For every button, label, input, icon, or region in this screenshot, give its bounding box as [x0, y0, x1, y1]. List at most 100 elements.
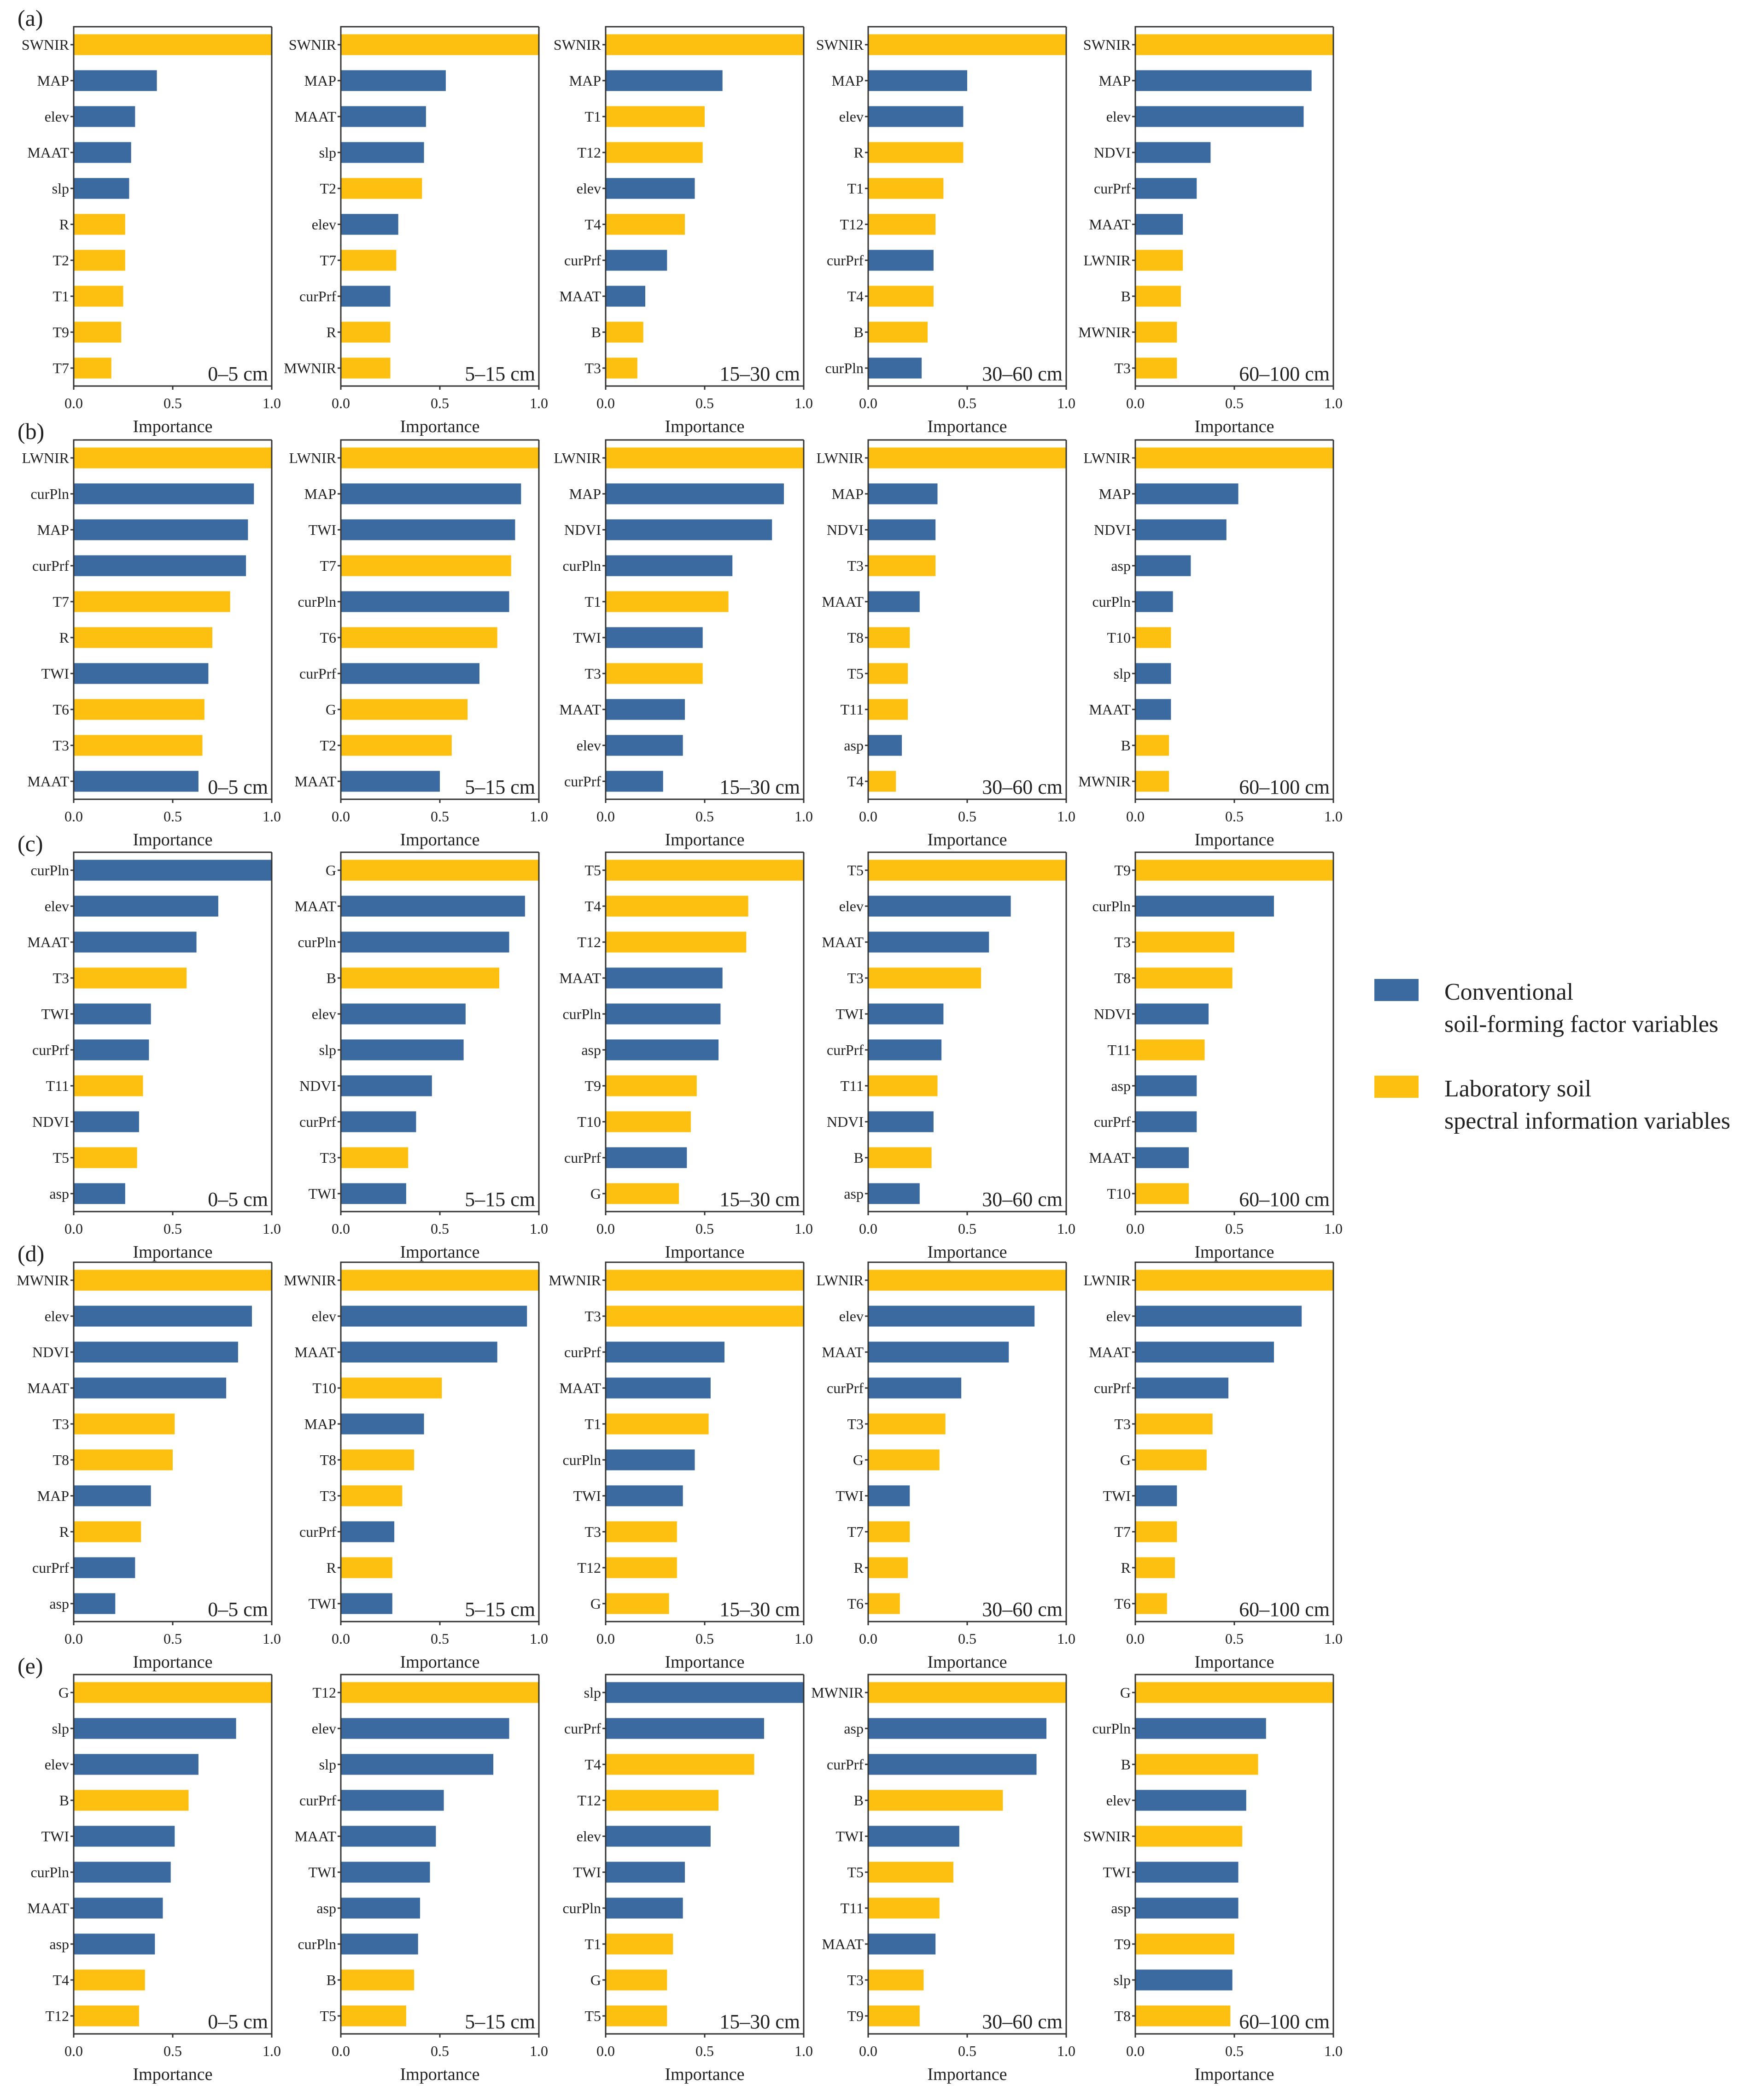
- bar: [1135, 1521, 1177, 1542]
- feature-label: elev: [45, 108, 69, 125]
- feature-label: elev: [312, 1720, 336, 1737]
- x-axis-label: Importance: [665, 830, 744, 849]
- depth-label: 30–60 cm: [982, 363, 1063, 385]
- bar: [341, 1521, 395, 1542]
- feature-label: MAAT: [822, 593, 864, 610]
- row-label: (d): [18, 1241, 44, 1266]
- feature-label: T3: [847, 557, 864, 574]
- feature-label: LWNIR: [817, 1272, 864, 1289]
- feature-label: T4: [847, 288, 864, 305]
- x-tick-label: 0.0: [1126, 395, 1145, 411]
- feature-label: MAP: [304, 486, 336, 502]
- bar: [341, 591, 509, 612]
- bar: [606, 322, 643, 343]
- bar: [74, 357, 111, 379]
- feature-label: elev: [45, 1308, 69, 1324]
- bar: [74, 286, 123, 307]
- bar: [868, 699, 908, 720]
- bar: [606, 1377, 711, 1399]
- feature-label: curPrf: [827, 1380, 864, 1396]
- feature-label: B: [59, 1792, 69, 1809]
- bar: [1135, 1790, 1246, 1811]
- feature-label: slp: [319, 1756, 336, 1773]
- feature-label: MWNIR: [549, 1272, 601, 1289]
- bar: [606, 1111, 691, 1132]
- bar: [606, 1270, 804, 1291]
- bar: [341, 555, 511, 576]
- feature-label: LWNIR: [289, 450, 337, 466]
- bar: [1135, 591, 1173, 612]
- bar: [74, 1790, 189, 1811]
- feature-label: MAP: [304, 1416, 336, 1432]
- feature-label: T8: [847, 629, 864, 646]
- bar: [868, 1826, 959, 1847]
- x-tick-label: 1.0: [794, 395, 813, 411]
- bar: [606, 70, 723, 91]
- legend-swatch-conventional: [1374, 979, 1419, 1001]
- bar: [868, 1898, 940, 1919]
- x-tick-label: 1.0: [263, 395, 281, 411]
- depth-label: 15–30 cm: [719, 776, 800, 798]
- bar: [74, 106, 135, 127]
- feature-label: LWNIR: [1084, 1272, 1131, 1289]
- bar: [868, 1111, 934, 1132]
- bar: [74, 250, 125, 271]
- bar: [341, 519, 515, 540]
- x-axis-label: Importance: [665, 2065, 744, 2084]
- feature-label: T3: [53, 1416, 69, 1432]
- bar: [341, 1413, 424, 1435]
- bar: [74, 663, 209, 684]
- feature-label: SWNIR: [1083, 1828, 1131, 1845]
- feature-label: T11: [841, 1900, 864, 1916]
- bar: [868, 1593, 900, 1614]
- feature-label: LWNIR: [1084, 450, 1131, 466]
- depth-label: 30–60 cm: [982, 776, 1063, 798]
- bar: [868, 1183, 920, 1204]
- depth-label: 5–15 cm: [465, 1188, 535, 1211]
- bar: [606, 1449, 695, 1470]
- x-axis-label: Importance: [133, 417, 212, 436]
- feature-label: T4: [584, 898, 601, 914]
- bar: [1135, 483, 1238, 504]
- bar: [74, 1682, 272, 1703]
- bar: [341, 178, 422, 199]
- x-tick-label: 0.0: [64, 395, 83, 411]
- bar: [868, 771, 896, 792]
- feature-label: elev: [312, 1308, 336, 1324]
- bar: [74, 1449, 173, 1470]
- bar: [341, 967, 499, 989]
- feature-label: TWI: [41, 1006, 69, 1022]
- feature-label: MAAT: [294, 898, 336, 914]
- bar: [341, 1003, 466, 1025]
- feature-label: T6: [847, 1595, 864, 1612]
- bar: [74, 1111, 139, 1132]
- bar: [341, 1898, 420, 1919]
- bar: [606, 1718, 764, 1739]
- feature-label: T7: [1114, 1523, 1131, 1540]
- bar: [1135, 663, 1171, 684]
- feature-label: G: [326, 862, 336, 879]
- bar: [606, 1593, 669, 1614]
- bar: [606, 663, 703, 684]
- bar: [1135, 1003, 1209, 1025]
- bar: [341, 357, 391, 379]
- feature-label: R: [327, 324, 337, 340]
- x-tick-label: 1.0: [530, 2043, 548, 2059]
- bar: [606, 860, 804, 881]
- bar: [1135, 1183, 1189, 1204]
- x-axis-label: Importance: [400, 417, 479, 436]
- bar: [868, 1933, 936, 1955]
- feature-label: T3: [1114, 1416, 1131, 1432]
- bar: [868, 896, 1011, 917]
- bar: [341, 699, 468, 720]
- bar: [1135, 214, 1183, 235]
- bar: [74, 142, 131, 163]
- bar: [341, 1826, 436, 1847]
- depth-label: 60–100 cm: [1239, 2010, 1330, 2033]
- depth-label: 15–30 cm: [719, 363, 800, 385]
- feature-label: LWNIR: [1084, 252, 1131, 269]
- bar: [74, 1718, 236, 1739]
- feature-label: elev: [839, 108, 864, 125]
- feature-label: elev: [577, 1828, 601, 1845]
- bar: [868, 1682, 1066, 1703]
